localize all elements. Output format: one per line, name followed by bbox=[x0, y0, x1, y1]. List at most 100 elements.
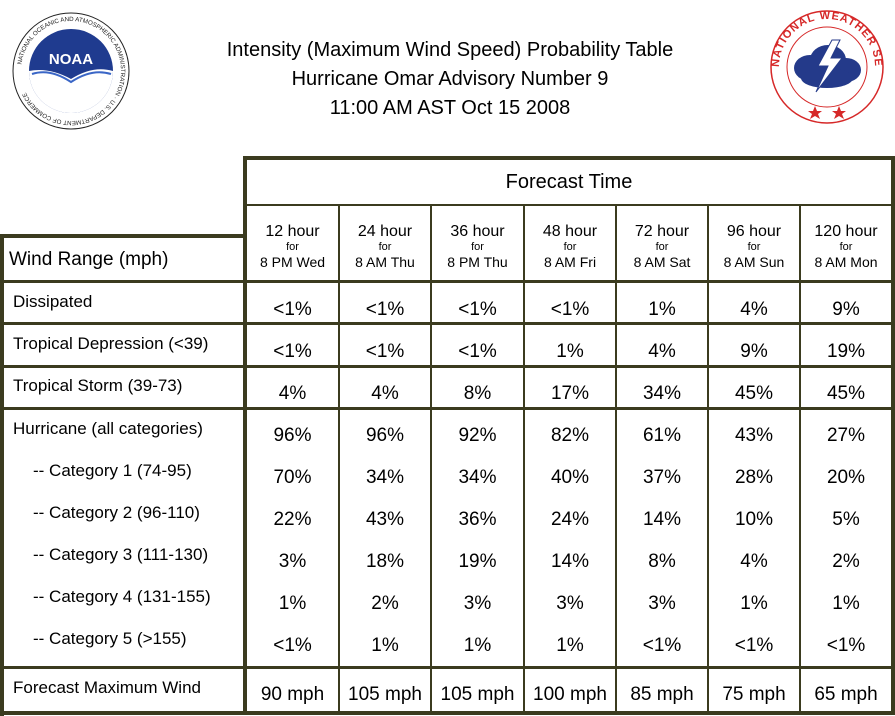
grid-line bbox=[0, 711, 895, 715]
probability-cell: 4% bbox=[740, 299, 768, 320]
column-time: 8 PM Thu bbox=[447, 253, 508, 270]
column-hour: 48 hour bbox=[542, 222, 598, 240]
grid-line bbox=[799, 204, 801, 714]
probability-cell: 61% bbox=[642, 425, 682, 446]
probability-cell: <1% bbox=[365, 341, 405, 362]
max-wind-cell: 90 mph bbox=[260, 684, 325, 705]
grid-line bbox=[891, 156, 895, 714]
probability-cell: 24% bbox=[550, 509, 590, 530]
probability-cell: 28% bbox=[734, 467, 774, 488]
probability-cell: <1% bbox=[734, 635, 774, 656]
column-header: 72 hour for 8 AM Sat bbox=[616, 215, 708, 277]
probability-cell: 82% bbox=[550, 425, 590, 446]
forecast-time-header: Forecast Time bbox=[505, 171, 633, 193]
max-wind-cell: 85 mph bbox=[630, 684, 694, 705]
grid-line bbox=[523, 204, 525, 714]
column-for: for bbox=[747, 240, 761, 253]
probability-cell: 36% bbox=[458, 509, 497, 530]
grid-line bbox=[243, 156, 247, 714]
max-wind-cell: 105 mph bbox=[440, 684, 515, 705]
probability-cell: 3% bbox=[556, 593, 584, 614]
column-time: 8 AM Mon bbox=[814, 253, 878, 270]
grid-line bbox=[0, 666, 895, 669]
column-for: for bbox=[839, 240, 853, 253]
probability-cell: 70% bbox=[273, 467, 312, 488]
probability-cell: 2% bbox=[832, 551, 860, 572]
probability-cell: 45% bbox=[734, 383, 774, 404]
probability-cell: 1% bbox=[832, 593, 860, 614]
grid-line bbox=[338, 204, 340, 714]
probability-cell: 8% bbox=[463, 383, 492, 404]
column-header: 36 hour for 8 PM Thu bbox=[431, 215, 524, 277]
probability-cell: <1% bbox=[550, 299, 590, 320]
probability-cell: 96% bbox=[273, 425, 312, 446]
row-label: -- Category 1 (74-95) bbox=[33, 461, 192, 480]
row-label: -- Category 3 (111-130) bbox=[33, 545, 209, 564]
column-for: for bbox=[378, 240, 392, 253]
probability-cell: 3% bbox=[278, 551, 307, 572]
grid-line bbox=[0, 234, 4, 716]
probability-cell: 22% bbox=[273, 509, 312, 530]
max-wind-cell: 75 mph bbox=[722, 684, 786, 705]
probability-cell: 4% bbox=[740, 551, 768, 572]
page-title: Intensity (Maximum Wind Speed) Probabili… bbox=[226, 39, 674, 61]
grid-line bbox=[0, 280, 895, 283]
probability-cell: 9% bbox=[832, 299, 860, 320]
probability-cell: 45% bbox=[826, 383, 866, 404]
probability-cell: 34% bbox=[642, 383, 682, 404]
column-hour: 120 hour bbox=[814, 222, 878, 240]
probability-cell: 9% bbox=[740, 341, 768, 362]
column-hour: 72 hour bbox=[634, 222, 690, 240]
nws-logo: NATIONAL WEATHER SERVICE bbox=[770, 10, 884, 124]
probability-cell: 3% bbox=[463, 593, 492, 614]
grid-line bbox=[615, 204, 617, 714]
probability-cell: 1% bbox=[556, 635, 584, 656]
grid-line bbox=[0, 234, 245, 238]
probability-cell: 4% bbox=[278, 383, 307, 404]
probability-cell: 1% bbox=[648, 299, 676, 320]
column-hour: 96 hour bbox=[726, 222, 782, 240]
grid-line bbox=[0, 407, 895, 410]
noaa-logo-text: NOAA bbox=[49, 51, 93, 68]
probability-cell: <1% bbox=[826, 635, 866, 656]
grid-line bbox=[243, 204, 895, 206]
row-label: -- Category 4 (131-155) bbox=[33, 587, 211, 606]
grid-line bbox=[243, 156, 895, 160]
probability-cell: 10% bbox=[734, 509, 774, 530]
grid-line bbox=[0, 365, 895, 368]
noaa-logo: NOAA NATIONAL OCEANIC AND ATMOSPHERIC AD… bbox=[12, 12, 130, 130]
probability-cell: 14% bbox=[642, 509, 682, 530]
probability-cell: 40% bbox=[550, 467, 590, 488]
column-hour: 24 hour bbox=[357, 222, 413, 240]
column-header: 120 hour for 8 AM Mon bbox=[800, 215, 892, 277]
probability-cell: 96% bbox=[365, 425, 405, 446]
probability-cell: 4% bbox=[648, 341, 676, 362]
row-label: Dissipated bbox=[13, 292, 93, 311]
column-time: 8 AM Thu bbox=[355, 253, 415, 270]
column-time: 8 AM Sun bbox=[723, 253, 785, 270]
max-wind-cell: 100 mph bbox=[533, 684, 607, 705]
max-wind-label: Forecast Maximum Wind bbox=[13, 678, 201, 697]
probability-cell: 1% bbox=[740, 593, 768, 614]
column-for: for bbox=[563, 240, 577, 253]
title-block: Intensity (Maximum Wind Speed) Probabili… bbox=[150, 36, 750, 123]
column-for: for bbox=[471, 240, 484, 253]
probability-cell: 43% bbox=[734, 425, 774, 446]
column-hour: 36 hour bbox=[450, 222, 505, 240]
probability-cell: 1% bbox=[463, 635, 492, 656]
column-header: 12 hour for 8 PM Wed bbox=[246, 215, 339, 277]
probability-cell: <1% bbox=[458, 299, 497, 320]
row-label: Tropical Storm (39-73) bbox=[13, 376, 183, 395]
probability-cell: 1% bbox=[278, 593, 307, 614]
column-time: 8 AM Sat bbox=[633, 253, 691, 270]
probability-cell: 19% bbox=[458, 551, 497, 572]
probability-cell: 2% bbox=[371, 593, 399, 614]
probability-cell: 34% bbox=[365, 467, 405, 488]
probability-cell: 18% bbox=[365, 551, 405, 572]
grid-line bbox=[707, 204, 709, 714]
row-label: Tropical Depression (<39) bbox=[13, 334, 209, 353]
probability-cell: 1% bbox=[556, 341, 584, 362]
probability-cell: 14% bbox=[550, 551, 590, 572]
probability-cell: <1% bbox=[642, 635, 682, 656]
column-time: 8 AM Fri bbox=[543, 253, 597, 270]
